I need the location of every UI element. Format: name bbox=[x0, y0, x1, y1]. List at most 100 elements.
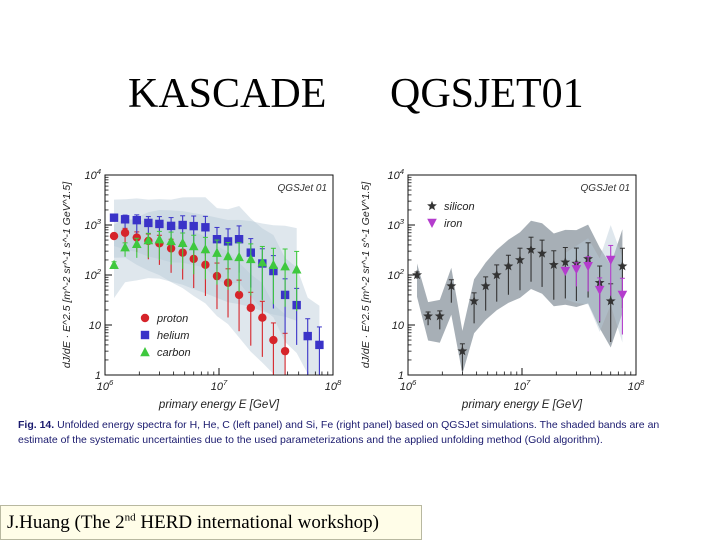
panel-left-point-carbon bbox=[268, 259, 279, 269]
panel-right-point-iron bbox=[571, 265, 582, 275]
panel-left-xtick-label: 106 bbox=[97, 378, 114, 393]
panel-left-point-helium bbox=[155, 219, 164, 229]
panel-right-xtick-label: 106 bbox=[400, 378, 417, 393]
caption-label: Fig. 14. bbox=[18, 419, 55, 431]
panel-left-point-carbon bbox=[200, 244, 211, 254]
panel-right-point-silicon bbox=[457, 345, 468, 356]
panel-left-legend-marker-proton bbox=[140, 313, 150, 323]
panel-left-point-proton bbox=[269, 335, 278, 345]
panel-right-point-silicon bbox=[548, 259, 559, 269]
panel-left-legend-label-helium: helium bbox=[157, 330, 189, 342]
panel-right-point-silicon bbox=[526, 244, 536, 254]
panel-left-ytick-label: 10 bbox=[89, 320, 102, 332]
panel-left-point-carbon bbox=[188, 241, 199, 251]
panel-left-point-carbon bbox=[131, 238, 142, 249]
panel-left-point-helium bbox=[201, 223, 210, 232]
panel-left-point-helium bbox=[315, 340, 324, 350]
panel-right-point-iron bbox=[560, 266, 571, 277]
panel-left-point-carbon bbox=[154, 234, 165, 244]
panel-left-band-proton bbox=[114, 218, 286, 374]
panel-left-point-helium bbox=[166, 221, 176, 231]
panel-left-point-helium bbox=[223, 237, 233, 246]
panel-left-band-helium bbox=[114, 197, 320, 374]
footer-credit-post: HERD international workshop) bbox=[135, 512, 379, 533]
panel-right-point-silicon bbox=[446, 280, 457, 291]
caption-text: Unfolded energy spectra for H, He, C (le… bbox=[18, 419, 660, 446]
panel-left-legend-marker-helium bbox=[140, 330, 150, 340]
panel-right-ytick-label: 10 bbox=[392, 320, 405, 332]
panel-left-point-proton bbox=[109, 231, 119, 241]
panel-left-ytick-label: 102 bbox=[84, 267, 101, 282]
panel-left-ytick-label: 103 bbox=[84, 217, 101, 232]
panel-right-point-silicon bbox=[560, 257, 571, 267]
panel-right-ytick-label: 104 bbox=[387, 167, 404, 182]
panel-right-model-label: QGSJet 01 bbox=[581, 183, 630, 194]
panel-left-point-helium bbox=[303, 331, 312, 341]
panel-right-point-silicon bbox=[480, 280, 491, 291]
panel-left-point-helium bbox=[120, 215, 130, 224]
panel-left-point-carbon bbox=[177, 237, 188, 248]
panel-right-ytick-label: 103 bbox=[387, 217, 404, 232]
panel-right-series-silicon bbox=[412, 236, 628, 371]
panel-left-point-proton bbox=[246, 303, 255, 313]
panel-left-series-carbon bbox=[109, 230, 302, 312]
panel-right-point-iron bbox=[583, 261, 593, 272]
panel-right-point-silicon bbox=[515, 254, 525, 265]
panel-left-point-helium bbox=[234, 234, 244, 244]
panel-right-legend-marker-iron bbox=[427, 218, 437, 228]
panel-right-point-silicon bbox=[434, 311, 445, 321]
panel-left-xlabel: primary energy E [GeV] bbox=[158, 399, 280, 411]
panel-left-ylabel: dJ/dE · E^2.5 [m^-2 sr^-1 s^-1 GeV^1.5] bbox=[61, 181, 73, 368]
panel-left-point-helium bbox=[178, 220, 187, 230]
footer-credit-sup: nd bbox=[124, 511, 136, 524]
panel-left-point-carbon bbox=[245, 253, 256, 264]
panel-left-point-carbon bbox=[120, 242, 130, 252]
panel-left-ytick-label: 104 bbox=[84, 167, 101, 182]
panel-right-band-silicon bbox=[417, 220, 623, 374]
panel-right-point-silicon bbox=[491, 269, 502, 280]
panel-left-point-helium bbox=[189, 221, 198, 231]
panel-left-model-label: QGSJet 01 bbox=[278, 183, 327, 194]
panel-left-point-helium bbox=[132, 215, 141, 225]
panel-left-point-carbon bbox=[280, 261, 290, 271]
panel-right-xtick-label: 107 bbox=[514, 378, 531, 393]
panel-left-legend-label-carbon: carbon bbox=[157, 347, 191, 359]
panel-right-point-silicon bbox=[617, 261, 628, 271]
panel-right-ylabel: dJ/dE · E^2.5 [m^-2 sr^-1 s^-1 GeV^1.5] bbox=[360, 181, 372, 368]
panel-left-point-carbon bbox=[166, 235, 176, 246]
panel-left-ytick-label: 1 bbox=[95, 370, 101, 382]
panel-right-point-silicon bbox=[423, 311, 433, 321]
panel-right-point-silicon bbox=[537, 248, 547, 258]
panel-right-xlabel: primary energy E [GeV] bbox=[461, 399, 583, 411]
panel-right-xtick-label: 108 bbox=[628, 378, 645, 393]
slide-title-left: KASCADE bbox=[128, 71, 327, 117]
panel-right-series-iron bbox=[560, 244, 628, 335]
panel-left-point-carbon bbox=[223, 250, 233, 261]
panel-left-point-proton bbox=[132, 233, 141, 242]
panel-right-point-iron bbox=[594, 285, 605, 296]
panel-right-point-silicon bbox=[412, 269, 422, 280]
panel-right-point-iron bbox=[605, 255, 616, 265]
panel-right-legend-label-silicon: silicon bbox=[444, 201, 475, 213]
panel-left-legend-marker-carbon bbox=[140, 347, 150, 357]
panel-left-point-carbon bbox=[257, 257, 268, 267]
panel-left-xtick-label: 107 bbox=[211, 378, 228, 393]
panel-right-point-silicon bbox=[605, 295, 616, 306]
panel-right-point-silicon bbox=[503, 261, 514, 271]
panel-left-point-carbon bbox=[109, 259, 119, 269]
panel-left-point-carbon bbox=[234, 251, 244, 262]
footer-credit-pre: J.Huang (The 2 bbox=[7, 512, 125, 533]
panel-left-point-carbon bbox=[291, 264, 302, 274]
panel-right-point-iron bbox=[617, 290, 628, 300]
panel-left-point-helium bbox=[144, 218, 153, 228]
panel-left-point-proton bbox=[258, 313, 267, 322]
panel-right-point-silicon bbox=[469, 295, 479, 306]
panel-left-point-carbon bbox=[143, 235, 154, 245]
panel-right-legend-label-iron: iron bbox=[444, 218, 462, 230]
panel-right-ytick-label: 102 bbox=[387, 267, 404, 282]
panel-right-legend-marker-silicon bbox=[427, 200, 437, 211]
panel-right-chart: primary energy E [GeV] dJ/dE · E^2.5 [m^-… bbox=[360, 174, 637, 411]
panel-left-point-proton bbox=[280, 346, 290, 356]
panel-left-chart: primary energy E [GeV] dJ/dE · E^2.5 [m^-… bbox=[61, 174, 334, 411]
